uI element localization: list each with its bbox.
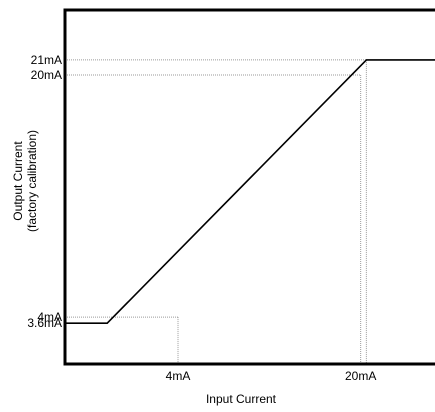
series-line-0 [65,60,435,323]
y-tick-label-1: 4mA [37,310,62,324]
y-axis-label-line-1: Output Current [11,141,25,221]
y-tick-label-3: 21mA [31,53,62,67]
y-axis-label-line-2: (factory calibration) [25,130,39,232]
y-tick-label-2: 20mA [31,68,62,82]
x-axis-label: Input Current [206,392,277,406]
x-tick-label-0: 4mA [166,369,191,383]
guide-lines [65,60,435,364]
series-group [65,60,435,323]
x-tick-label-1: 20mA [345,369,376,383]
